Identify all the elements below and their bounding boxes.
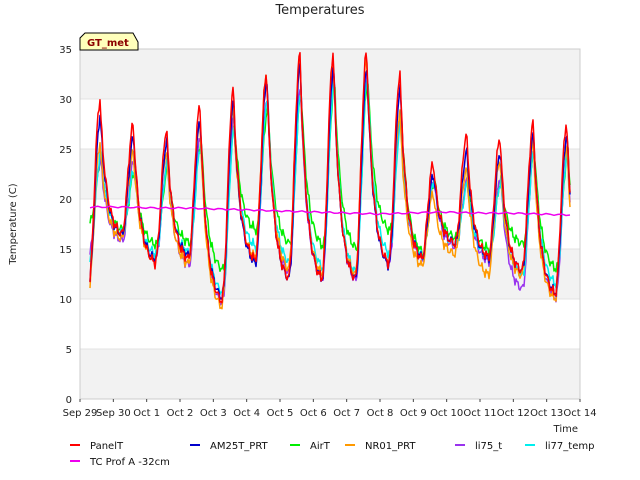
- badge-shape: [79, 32, 139, 51]
- x-tick-label: Oct 5: [267, 408, 294, 419]
- y-tick-label: 35: [59, 45, 72, 56]
- x-tick-label: Oct 1: [133, 408, 160, 419]
- grid-band: [80, 349, 580, 399]
- x-tick-label: Sep 30: [96, 408, 131, 419]
- x-tick-label: Oct 10: [430, 408, 463, 419]
- site-badge: GT_met: [79, 32, 139, 51]
- badge-label: GT_met: [87, 38, 129, 49]
- chart-title: Temperatures: [274, 3, 364, 18]
- legend-item: AirT: [290, 441, 331, 452]
- legend-label: NR01_PRT: [365, 441, 416, 452]
- y-axis: 0 5 10 15 20 25 30 35: [59, 45, 72, 406]
- legend-item: li75_t: [455, 441, 502, 452]
- legend-item: PanelT: [70, 441, 124, 452]
- series-line-tc-prof-a-32cm: [89, 205, 571, 217]
- x-tick-label: Oct 11: [463, 408, 496, 419]
- y-axis-title: Temperature (C): [8, 183, 19, 265]
- x-tick-label: Oct 13: [530, 408, 563, 419]
- legend-label: AirT: [310, 441, 331, 452]
- legend-label: li77_temp: [545, 441, 594, 452]
- grid-band: [80, 249, 580, 299]
- x-tick-label: Oct 3: [200, 408, 227, 419]
- plot-frame: [79, 48, 581, 400]
- x-tick-label: Oct 9: [400, 408, 427, 419]
- y-tick-label: 5: [66, 345, 72, 356]
- x-axis-title: Time: [553, 424, 578, 435]
- legend-label: li75_t: [475, 441, 502, 452]
- y-tick-label: 10: [59, 295, 72, 306]
- y-tick-label: 0: [66, 395, 72, 406]
- legend-item: AM25T_PRT: [190, 441, 269, 452]
- x-tick-label: Oct 7: [333, 408, 360, 419]
- legend-item: NR01_PRT: [345, 441, 416, 452]
- y-tick-label: 30: [59, 95, 72, 106]
- legend-label: PanelT: [90, 441, 124, 452]
- x-tick-label: Oct 8: [367, 408, 394, 419]
- grid-band: [80, 149, 580, 199]
- x-tick-label: Oct 14: [563, 408, 596, 419]
- legend-item: li77_temp: [525, 441, 594, 452]
- x-tick-label: Oct 4: [233, 408, 260, 419]
- x-tick-label: Oct 12: [497, 408, 530, 419]
- legend-label: AM25T_PRT: [210, 441, 269, 452]
- legend-item: TC Prof A -32cm: [70, 457, 170, 468]
- series-layer: [89, 51, 571, 310]
- x-tick-label: Sep 29: [63, 408, 98, 419]
- x-tick-label: Oct 2: [167, 408, 194, 419]
- legend-label: TC Prof A -32cm: [89, 457, 170, 468]
- series-line-panelt: [89, 51, 571, 304]
- x-tick-label: Oct 6: [300, 408, 327, 419]
- y-tick-label: 20: [59, 195, 72, 206]
- y-tick-label: 25: [59, 145, 72, 156]
- y-tick-label: 15: [59, 245, 72, 256]
- legend: PanelT AM25T_PRT AirT NR01_PRT li75_t li77_te…: [70, 441, 594, 468]
